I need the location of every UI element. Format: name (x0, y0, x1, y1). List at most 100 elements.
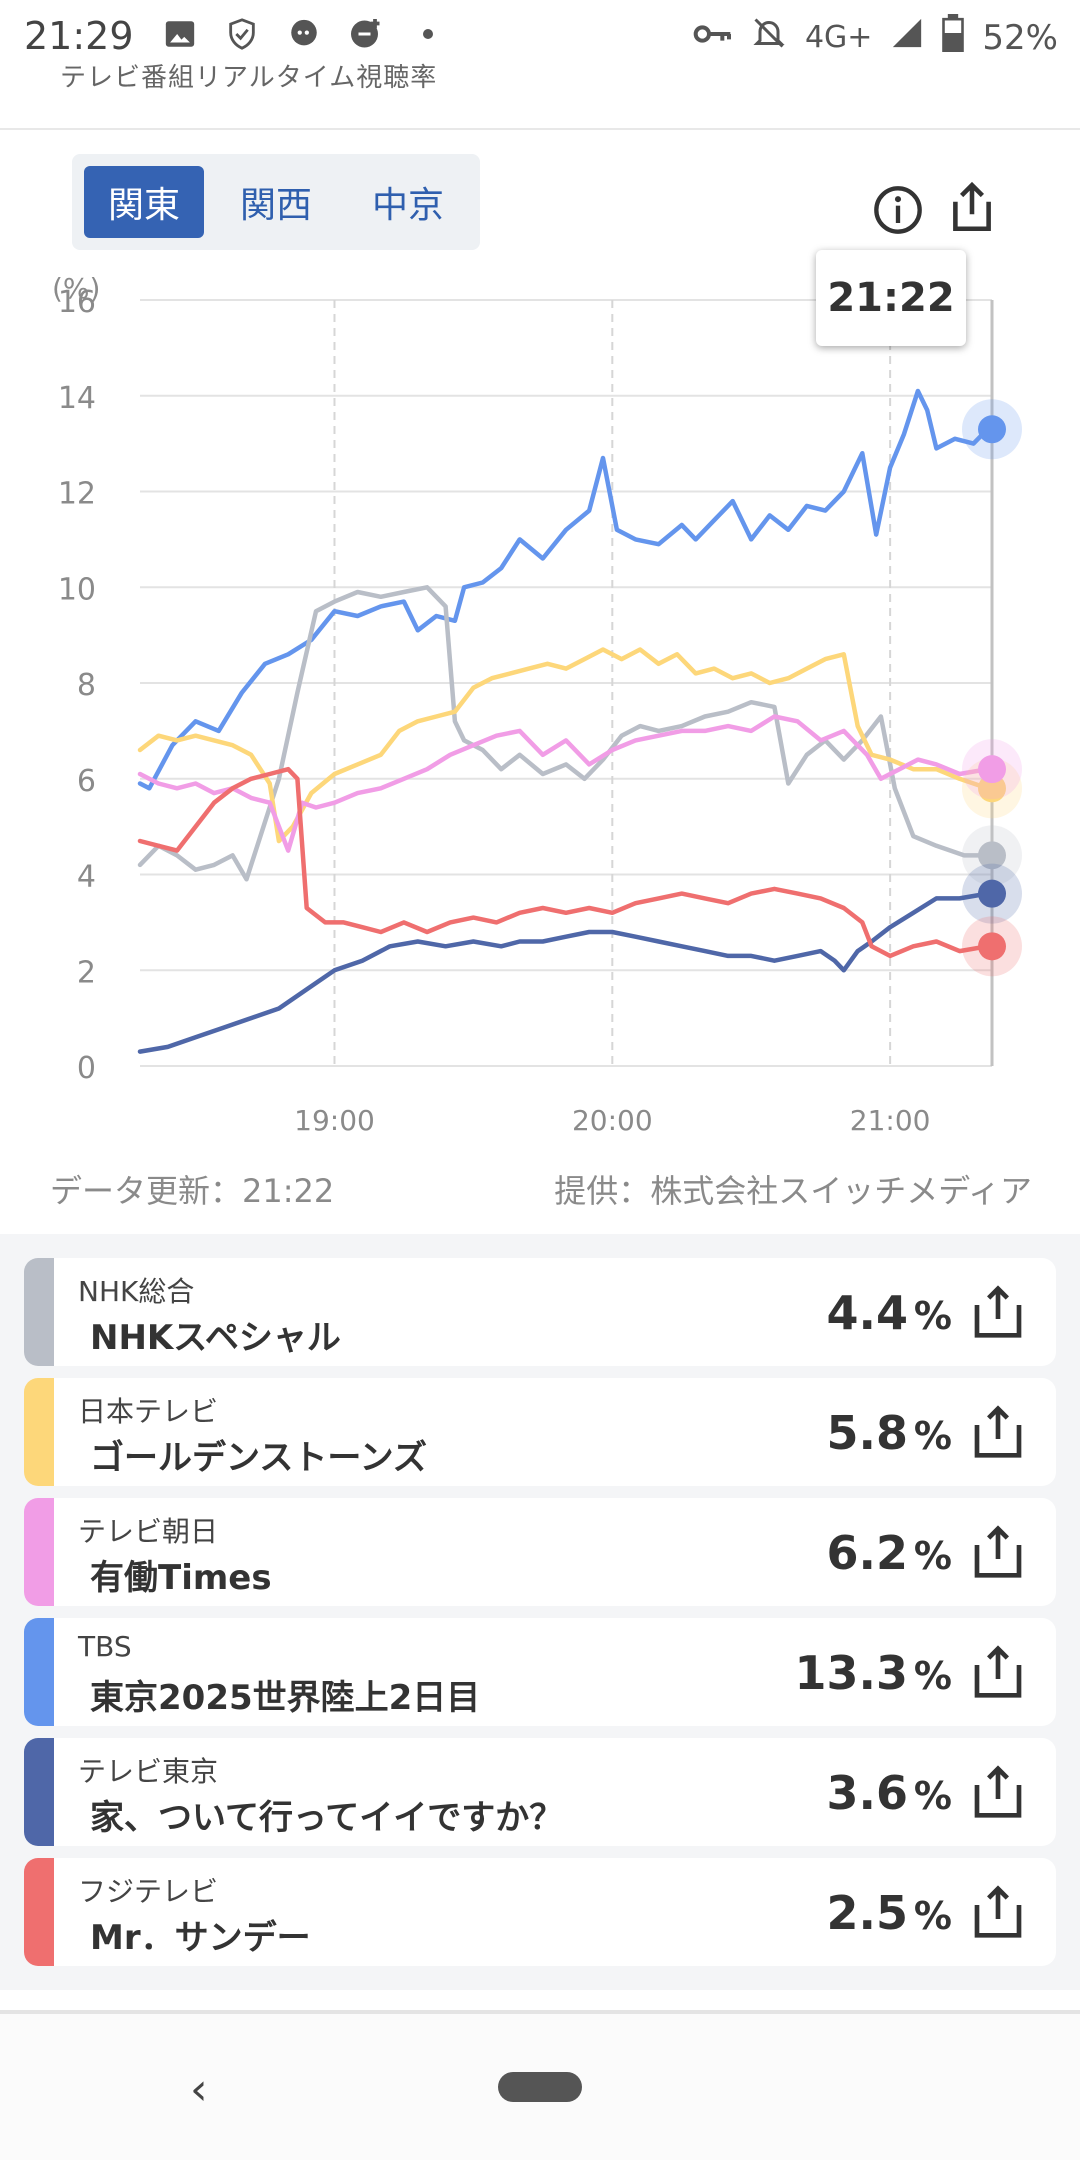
y-tick-label: 4 (77, 860, 96, 895)
y-tick-label: 14 (58, 381, 96, 416)
value-marker (978, 415, 1006, 444)
program-list: NHK総合 NHKスペシャル 4.4 % 日本テレビ ゴールデンストーンズ 5.… (0, 1234, 1080, 1990)
x-tick-label: 21:00 (850, 1104, 931, 1137)
share-icon[interactable] (970, 1764, 1026, 1820)
program-title: NHKスペシャル (90, 1318, 341, 1358)
info-icon[interactable] (868, 180, 928, 240)
rating-unit: % (913, 1654, 952, 1698)
share-icon[interactable] (970, 1284, 1026, 1340)
channel-name: TBS (78, 1630, 132, 1663)
status-time: 21:29 (24, 14, 134, 58)
channel-name: フジテレビ (78, 1875, 219, 1908)
value-marker (978, 774, 1006, 803)
y-axis: 0 2 4 6 8 10 12 14 16(%) (52, 272, 100, 1086)
y-tick-label: 6 (77, 764, 96, 799)
program-title: ゴールデンストーンズ (90, 1438, 427, 1478)
share-icon[interactable] (970, 1524, 1026, 1580)
signal-icon (890, 16, 924, 59)
rating-unit: % (913, 1414, 952, 1458)
y-tick-label: 16 (58, 285, 96, 320)
rating-value: 4.4 (826, 1286, 909, 1340)
system-icons: 4G+ 52% (693, 14, 1058, 61)
channel-color-bar (24, 1258, 54, 1366)
chat-bubble-icon (284, 14, 324, 54)
list-item[interactable]: TBS 東京2025世界陸上2日目 13.3 % (24, 1618, 1056, 1726)
image-icon (160, 14, 200, 54)
bell-off-icon (751, 15, 787, 60)
y-axis-label: (%) (52, 272, 100, 305)
rating-unit: % (913, 1534, 952, 1578)
channel-name: NHK総合 (78, 1275, 195, 1308)
program-title: 東京2025世界陸上2日目 (90, 1678, 481, 1718)
channel-color-bar (24, 1618, 54, 1726)
y-tick-label: 0 (77, 1051, 96, 1086)
program-title: 家、ついて行ってイイですか？ (90, 1798, 564, 1838)
rating-unit: % (913, 1294, 952, 1338)
share-icon[interactable] (942, 178, 1002, 238)
program-title: Mr．サンデー (90, 1918, 311, 1958)
list-item[interactable]: テレビ東京 家、ついて行ってイイですか？ 3.6 % (24, 1738, 1056, 1846)
rating-unit: % (913, 1894, 952, 1938)
status-bar: 21:29 4G+ 52% (0, 0, 1080, 72)
rating-value: 13.3 (794, 1646, 909, 1700)
series-line (137, 766, 990, 959)
list-item[interactable]: 日本テレビ ゴールデンストーンズ 5.8 % (24, 1378, 1056, 1486)
series-line (137, 388, 990, 791)
battery-percent: 52% (982, 17, 1058, 58)
list-item[interactable]: フジテレビ Mr．サンデー 2.5 % (24, 1858, 1056, 1966)
series-line (137, 714, 990, 853)
value-marker (978, 755, 1006, 784)
y-tick-label: 12 (58, 477, 96, 512)
current-value-markers (962, 399, 1022, 977)
channel-name: テレビ朝日 (78, 1515, 219, 1548)
chart-grid (140, 299, 992, 1067)
home-pill[interactable] (498, 2072, 582, 2102)
region-tabs: 関東 関西 中京 (72, 154, 480, 250)
channel-color-bar (24, 1378, 54, 1486)
channel-color-bar (24, 1858, 54, 1966)
bottom-divider (0, 2010, 1080, 2014)
list-item[interactable]: テレビ朝日 有働Times 6.2 % (24, 1498, 1056, 1606)
share-icon[interactable] (970, 1884, 1026, 1940)
page-title: テレビ番組リアルタイム視聴率 (60, 63, 438, 93)
x-axis: 19:00 20:00 21:00 (294, 1104, 930, 1137)
x-tick-label: 20:00 (572, 1104, 653, 1137)
tab-chukyo[interactable]: 中京 (371, 185, 444, 226)
tab-kanto[interactable]: 関東 (84, 166, 204, 238)
value-marker (978, 841, 1006, 870)
rating-value: 6.2 (826, 1526, 909, 1580)
share-icon[interactable] (970, 1404, 1026, 1460)
shield-icon (222, 14, 262, 54)
rating-unit: % (913, 1774, 952, 1818)
channel-name: テレビ東京 (78, 1755, 219, 1788)
rating-chart[interactable]: 0 2 4 6 8 10 12 14 16(%) 19:00 20:00 21:00 (0, 260, 1080, 1140)
rating-value: 2.5 (826, 1886, 909, 1940)
share-icon[interactable] (970, 1644, 1026, 1700)
y-tick-label: 10 (58, 572, 96, 607)
y-tick-label: 2 (77, 955, 96, 990)
time-tooltip: 21:22 (816, 250, 966, 346)
channel-name: 日本テレビ (78, 1395, 219, 1428)
value-marker (978, 932, 1006, 961)
header-divider (0, 128, 1080, 130)
tab-kansai[interactable]: 関西 (239, 185, 312, 226)
battery-icon (942, 14, 965, 61)
notification-icons (160, 14, 448, 54)
rating-value: 5.8 (826, 1406, 909, 1460)
update-time: データ更新：21:22 (50, 1172, 335, 1210)
y-tick-label: 8 (77, 668, 96, 703)
chat-plus-icon (346, 14, 386, 54)
list-item[interactable]: NHK総合 NHKスペシャル 4.4 % (24, 1258, 1056, 1366)
back-icon[interactable]: ‹ (190, 2064, 208, 2115)
provider-credit: 提供：株式会社スイッチメディア (554, 1172, 1032, 1210)
dot-icon (408, 14, 448, 54)
chart-lines (137, 388, 990, 1054)
program-title: 有働Times (90, 1558, 272, 1598)
key-icon (693, 18, 733, 58)
value-marker (978, 879, 1006, 908)
system-nav-bar: ‹ (0, 2014, 1080, 2160)
x-tick-label: 19:00 (294, 1104, 375, 1137)
channel-color-bar (24, 1738, 54, 1846)
series-line (137, 891, 990, 1054)
rating-value: 3.6 (826, 1766, 909, 1820)
